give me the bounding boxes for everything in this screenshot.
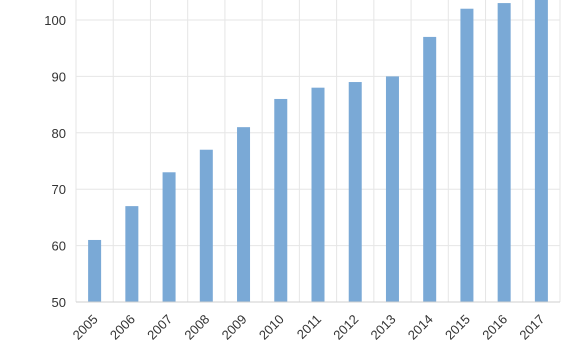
- bar-2005: [88, 239, 102, 302]
- x-tick-label: 2005: [70, 312, 101, 343]
- x-tick-label: 2006: [107, 312, 138, 343]
- x-tick-label: 2010: [256, 312, 287, 343]
- y-axis-tick-labels: 50 60 70 80 90 100: [44, 13, 66, 310]
- bar-2012: [348, 82, 362, 302]
- bar-2006: [125, 206, 139, 302]
- bar-series: [88, 0, 548, 303]
- bar-2007: [162, 172, 176, 302]
- x-tick-label: 2012: [330, 312, 361, 343]
- x-tick-label: 2014: [405, 312, 436, 343]
- x-tick-label: 2011: [294, 312, 324, 342]
- x-tick-label: 2007: [144, 312, 175, 343]
- x-tick-label: 2017: [516, 312, 547, 343]
- x-tick-label: 2016: [479, 312, 510, 343]
- y-tick-label: 70: [52, 182, 66, 197]
- x-tick-label: 2009: [219, 312, 250, 343]
- x-axis-tick-labels: 2005 2006 2007 2008 2009 2010 2011 2012 2013 2014…: [70, 312, 548, 343]
- bar-2016: [497, 3, 511, 303]
- bar-2013: [385, 76, 399, 303]
- x-tick-label: 2015: [442, 312, 473, 343]
- bar-2015: [460, 8, 474, 302]
- x-tick-label: 2013: [368, 312, 399, 343]
- bar-2010: [274, 98, 288, 303]
- bar-2014: [423, 36, 437, 303]
- y-tick-label: 100: [44, 13, 66, 28]
- bar-2017: [534, 0, 548, 302]
- x-tick-label: 2008: [181, 312, 212, 343]
- y-tick-label: 80: [52, 126, 66, 141]
- x-gridlines: [75, 0, 561, 302]
- bar-2008: [199, 149, 213, 302]
- y-tick-label: 60: [52, 239, 66, 254]
- y-tick-label: 90: [52, 69, 66, 84]
- bar-2011: [311, 87, 325, 303]
- y-tick-label: 50: [52, 295, 66, 310]
- bar-2009: [237, 127, 251, 302]
